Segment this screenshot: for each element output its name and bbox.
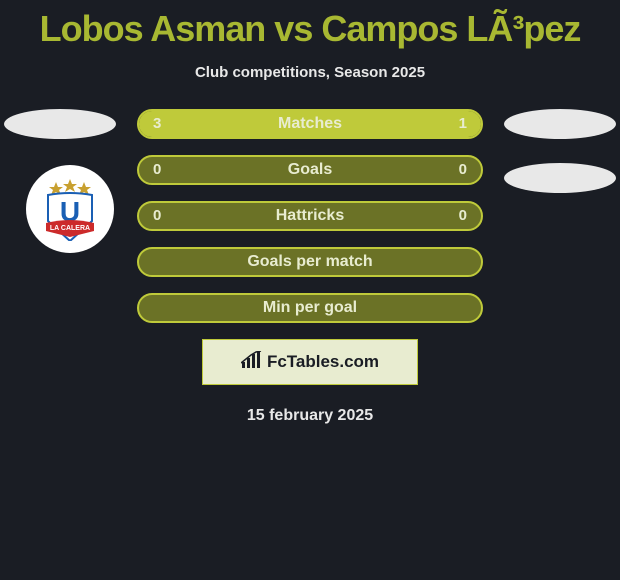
stat-pill: Min per goal <box>137 293 483 323</box>
stat-value-left: 0 <box>153 157 161 183</box>
stat-value-right: 1 <box>459 111 467 137</box>
player-photo-left <box>4 109 116 139</box>
date-line: 15 february 2025 <box>0 407 620 425</box>
stat-label: Goals per match <box>139 249 481 275</box>
stat-label: Matches <box>139 111 481 137</box>
svg-text:LA CALERA: LA CALERA <box>50 225 90 232</box>
player-photo-right-1 <box>504 109 616 139</box>
player-photo-right-2 <box>504 163 616 193</box>
stat-pill: Goals0 0 <box>137 155 483 185</box>
stat-label: Hattricks <box>139 203 481 229</box>
left-club-badge: U LA CALERA <box>26 165 114 253</box>
stat-value-left: 0 <box>153 203 161 229</box>
stat-pill: Matches3 1 <box>137 109 483 139</box>
bar-chart-icon <box>241 351 263 374</box>
stat-label: Min per goal <box>139 295 481 321</box>
comparison-block: U LA CALERA Matches31Goals00Hattricks00G… <box>0 109 620 425</box>
page-title: Lobos Asman vs Campos LÃ³pez <box>0 0 620 50</box>
stat-label: Goals <box>139 157 481 183</box>
brand-box: FcTables.com <box>202 339 418 385</box>
club-logo: U LA CALERA <box>38 177 102 241</box>
stat-value-right: 0 <box>459 157 467 183</box>
stat-pill: Goals per match <box>137 247 483 277</box>
stat-pill: Hattricks0 0 <box>137 201 483 231</box>
brand-text: FcTables.com <box>267 352 379 372</box>
stat-value-left: 3 <box>153 111 161 137</box>
subtitle: Club competitions, Season 2025 <box>0 64 620 81</box>
stat-rows: Matches31Goals00Hattricks00Goals per mat… <box>137 109 483 323</box>
stat-value-right: 0 <box>459 203 467 229</box>
